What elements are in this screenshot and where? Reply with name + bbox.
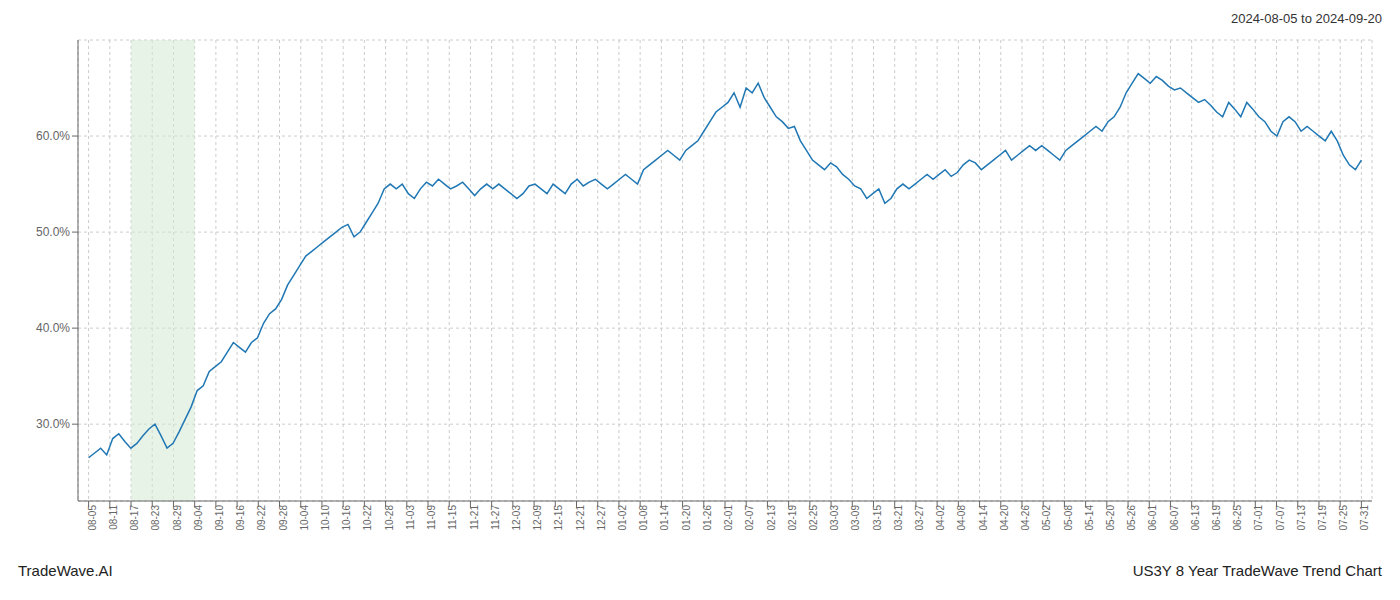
svg-text:08-29: 08-29 xyxy=(172,505,183,531)
svg-text:06-19: 06-19 xyxy=(1211,505,1222,531)
html-text:US3Y 8 Year TradeWave Trend Ch: US3Y 8 Year TradeWave Trend Chart xyxy=(1132,562,1382,579)
svg-text:07-13: 07-13 xyxy=(1296,505,1307,531)
svg-text:03-15: 03-15 xyxy=(872,505,883,531)
svg-text:03-27: 03-27 xyxy=(914,505,925,531)
svg-text:01-08: 01-08 xyxy=(638,505,649,531)
svg-text:12-27: 12-27 xyxy=(596,505,607,531)
svg-text:06-07: 06-07 xyxy=(1169,505,1180,531)
svg-text:07-31: 07-31 xyxy=(1359,505,1370,531)
svg-text:07-25: 07-25 xyxy=(1338,505,1349,531)
svg-text:12-15: 12-15 xyxy=(553,505,564,531)
svg-text:10-16: 10-16 xyxy=(341,505,352,531)
svg-text:04-14: 04-14 xyxy=(978,505,989,531)
svg-text:12-09: 12-09 xyxy=(532,505,543,531)
svg-text:08-11: 08-11 xyxy=(108,505,119,530)
svg-text:09-04: 09-04 xyxy=(193,505,204,531)
svg-text:08-05: 08-05 xyxy=(87,505,98,531)
svg-text:06-01: 06-01 xyxy=(1147,505,1158,531)
svg-text:12-21: 12-21 xyxy=(575,505,586,531)
svg-text:09-28: 09-28 xyxy=(278,505,289,531)
svg-text:02-25: 02-25 xyxy=(808,505,819,531)
svg-text:05-14: 05-14 xyxy=(1084,505,1095,531)
svg-text:05-26: 05-26 xyxy=(1126,505,1137,531)
svg-text:08-17: 08-17 xyxy=(129,505,140,531)
svg-text:03-03: 03-03 xyxy=(829,505,840,531)
svg-text:11-09: 11-09 xyxy=(426,505,437,530)
svg-text:10-22: 10-22 xyxy=(362,505,373,531)
svg-text:05-02: 05-02 xyxy=(1041,505,1052,531)
svg-text:10-10: 10-10 xyxy=(320,505,331,531)
svg-text:11-15: 11-15 xyxy=(447,505,458,530)
svg-text:04-20: 04-20 xyxy=(999,505,1010,531)
svg-text:04-26: 04-26 xyxy=(1020,505,1031,531)
svg-text:04-08: 04-08 xyxy=(956,505,967,531)
svg-text:08-23: 08-23 xyxy=(150,505,161,531)
svg-text:07-07: 07-07 xyxy=(1275,505,1286,531)
svg-text:05-20: 05-20 xyxy=(1105,505,1116,531)
svg-text:11-03: 11-03 xyxy=(405,505,416,530)
svg-text:09-10: 09-10 xyxy=(214,505,225,531)
svg-text:01-02: 01-02 xyxy=(617,505,628,531)
svg-text:01-14: 01-14 xyxy=(659,505,670,531)
svg-text:07-01: 07-01 xyxy=(1253,505,1264,531)
svg-text:11-27: 11-27 xyxy=(490,505,501,530)
html-text:2024-08-05 to 2024-09-20: 2024-08-05 to 2024-09-20 xyxy=(1230,11,1382,26)
svg-text:03-09: 03-09 xyxy=(850,505,861,531)
svg-text:02-19: 02-19 xyxy=(787,505,798,531)
svg-text:02-01: 02-01 xyxy=(723,505,734,531)
svg-text:02-07: 02-07 xyxy=(744,505,755,531)
svg-text:05-08: 05-08 xyxy=(1063,505,1074,531)
svg-text:06-25: 06-25 xyxy=(1232,505,1243,531)
html-text:TradeWave.AI: TradeWave.AI xyxy=(18,562,113,579)
svg-text:04-02: 04-02 xyxy=(935,505,946,531)
svg-text:10-04: 10-04 xyxy=(299,505,310,531)
svg-text:09-16: 09-16 xyxy=(235,505,246,531)
svg-text:01-26: 01-26 xyxy=(702,505,713,531)
svg-text:30.0%: 30.0% xyxy=(36,417,70,431)
svg-text:11-21: 11-21 xyxy=(469,505,480,530)
svg-text:40.0%: 40.0% xyxy=(36,321,70,335)
svg-text:06-13: 06-13 xyxy=(1190,505,1201,531)
svg-text:12-03: 12-03 xyxy=(511,505,522,531)
svg-text:02-13: 02-13 xyxy=(766,505,777,531)
svg-text:50.0%: 50.0% xyxy=(36,225,70,239)
svg-text:01-20: 01-20 xyxy=(681,505,692,531)
svg-text:07-19: 07-19 xyxy=(1317,505,1328,531)
svg-text:60.0%: 60.0% xyxy=(36,129,70,143)
svg-text:09-22: 09-22 xyxy=(256,505,267,531)
svg-text:03-21: 03-21 xyxy=(893,505,904,531)
svg-text:10-28: 10-28 xyxy=(384,505,395,531)
